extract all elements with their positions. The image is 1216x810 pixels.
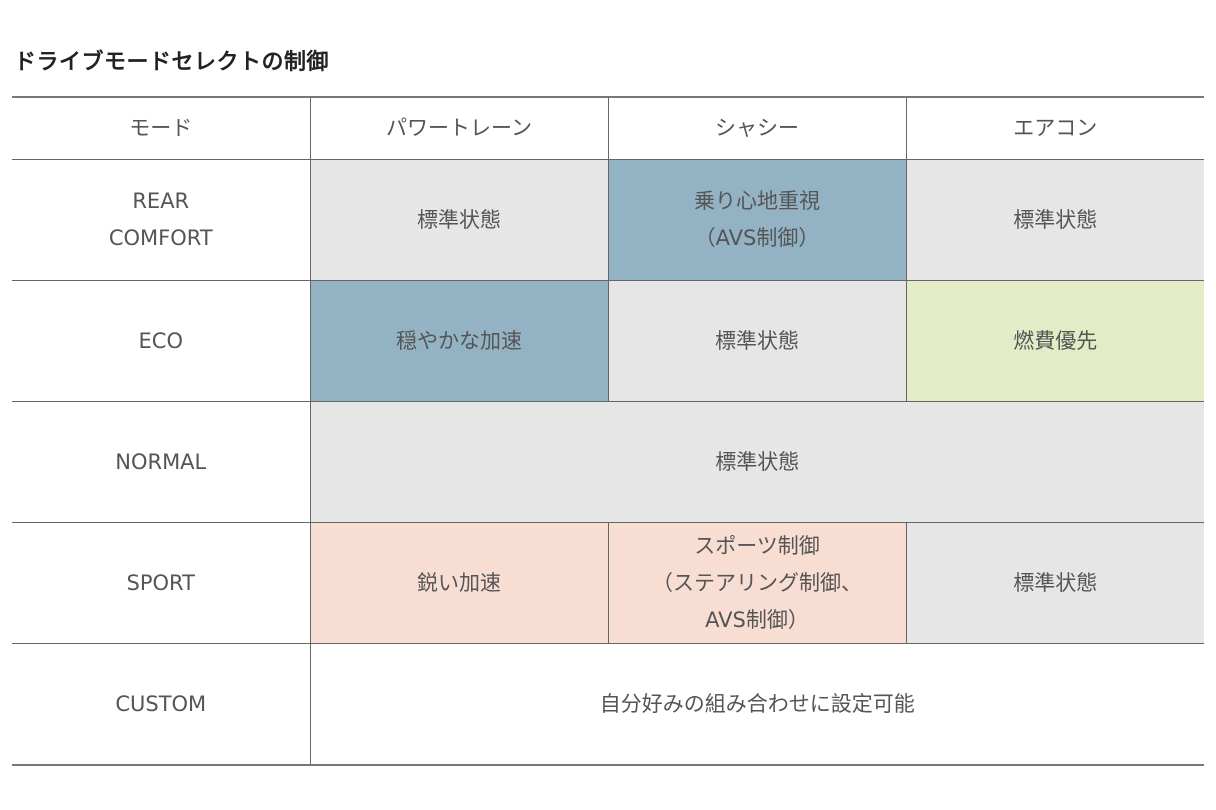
chassis-line: 乗り心地重視 <box>694 189 820 213</box>
chassis-line: （ステアリング制御、 <box>652 570 862 595</box>
all-systems-cell: 自分好みの組み合わせに設定可能 <box>309 643 1204 766</box>
table-row-rear-comfort: REAR COMFORT 標準状態 乗り心地重視 （AVS制御） 標準状態 <box>12 159 1204 281</box>
header-aircon: エアコン <box>905 96 1204 160</box>
mode-cell: NORMAL <box>12 401 311 523</box>
mode-cell: ECO <box>12 280 311 402</box>
chassis-cell: 乗り心地重視 （AVS制御） <box>607 159 907 281</box>
chassis-line: スポーツ制御 <box>694 533 820 558</box>
chassis-line: （AVS制御） <box>694 226 820 250</box>
mode-cell: SPORT <box>12 522 311 644</box>
all-systems-cell: 標準状態 <box>309 401 1204 523</box>
mode-cell: CUSTOM <box>12 643 311 766</box>
drive-mode-table: モード パワートレーン シャシー エアコン REAR COMFORT 標準状態 … <box>12 96 1204 766</box>
header-chassis: シャシー <box>607 96 907 160</box>
chassis-line: AVS制御） <box>705 607 809 632</box>
chassis-cell: スポーツ制御 （ステアリング制御、 AVS制御） <box>607 522 907 644</box>
table-row-normal: NORMAL 標準状態 <box>12 401 1204 523</box>
mode-line: COMFORT <box>108 226 213 250</box>
table-row-custom: CUSTOM 自分好みの組み合わせに設定可能 <box>12 643 1204 766</box>
page-title: ドライブモードセレクトの制御 <box>14 50 330 75</box>
table-row-sport: SPORT 鋭い加速 スポーツ制御 （ステアリング制御、 AVS制御） 標準状態 <box>12 522 1204 644</box>
mode-line: REAR <box>132 189 190 213</box>
header-row: モード パワートレーン シャシー エアコン <box>12 96 1204 160</box>
header-mode: モード <box>12 96 311 160</box>
mode-cell: REAR COMFORT <box>12 159 311 281</box>
aircon-cell: 燃費優先 <box>905 280 1204 402</box>
aircon-cell: 標準状態 <box>905 159 1204 281</box>
aircon-cell: 標準状態 <box>905 522 1204 644</box>
header-powertrain: パワートレーン <box>309 96 609 160</box>
powertrain-cell: 鋭い加速 <box>309 522 609 644</box>
table-row-eco: ECO 穏やかな加速 標準状態 燃費優先 <box>12 280 1204 402</box>
powertrain-cell: 標準状態 <box>309 159 609 281</box>
powertrain-cell: 穏やかな加速 <box>309 280 609 402</box>
chassis-cell: 標準状態 <box>607 280 907 402</box>
